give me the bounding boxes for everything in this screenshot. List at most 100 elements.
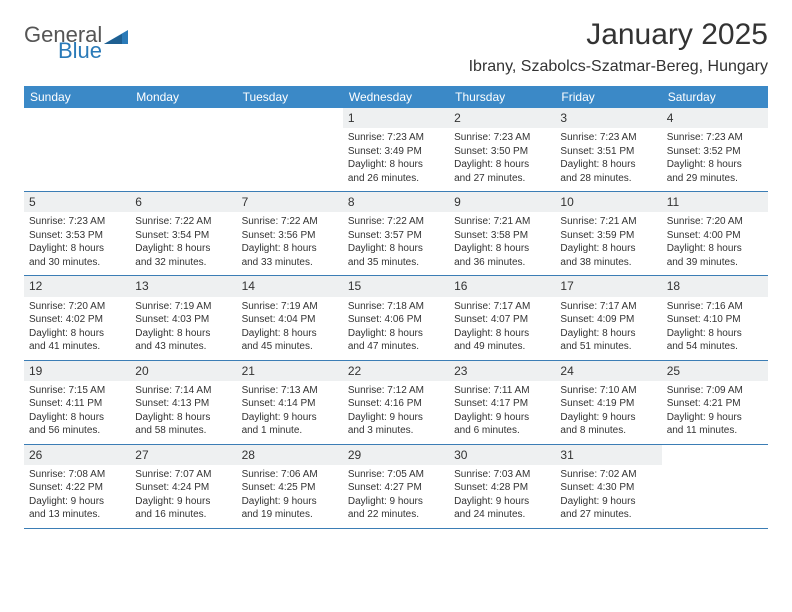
sunset-text: Sunset: 4:22 PM xyxy=(29,481,125,495)
day-number: 10 xyxy=(555,192,661,212)
calendar-day-cell: 16Sunrise: 7:17 AMSunset: 4:07 PMDayligh… xyxy=(449,276,555,359)
daylight-line2: and 36 minutes. xyxy=(454,256,550,270)
sunset-text: Sunset: 4:11 PM xyxy=(29,397,125,411)
sunset-text: Sunset: 3:52 PM xyxy=(667,145,763,159)
day-number: 7 xyxy=(237,192,343,212)
daylight-line1: Daylight: 9 hours xyxy=(348,411,444,425)
calendar-week-row: 26Sunrise: 7:08 AMSunset: 4:22 PMDayligh… xyxy=(24,445,768,529)
day-number: 17 xyxy=(555,276,661,296)
calendar-empty-cell xyxy=(662,445,768,528)
day-number: 27 xyxy=(130,445,236,465)
day-number: 29 xyxy=(343,445,449,465)
daylight-line2: and 6 minutes. xyxy=(454,424,550,438)
day-number: 31 xyxy=(555,445,661,465)
day-number: 13 xyxy=(130,276,236,296)
calendar-weekday-header: SundayMondayTuesdayWednesdayThursdayFrid… xyxy=(24,86,768,108)
sunrise-text: Sunrise: 7:03 AM xyxy=(454,468,550,482)
sunrise-text: Sunrise: 7:19 AM xyxy=(242,300,338,314)
calendar-day-cell: 3Sunrise: 7:23 AMSunset: 3:51 PMDaylight… xyxy=(555,108,661,191)
daylight-line2: and 1 minute. xyxy=(242,424,338,438)
sunset-text: Sunset: 4:16 PM xyxy=(348,397,444,411)
sunset-text: Sunset: 3:58 PM xyxy=(454,229,550,243)
daylight-line1: Daylight: 8 hours xyxy=(667,327,763,341)
daylight-line2: and 8 minutes. xyxy=(560,424,656,438)
daylight-line1: Daylight: 8 hours xyxy=(560,158,656,172)
daylight-line2: and 58 minutes. xyxy=(135,424,231,438)
day-number: 11 xyxy=(662,192,768,212)
sunset-text: Sunset: 4:06 PM xyxy=(348,313,444,327)
sunset-text: Sunset: 4:00 PM xyxy=(667,229,763,243)
calendar-day-cell: 5Sunrise: 7:23 AMSunset: 3:53 PMDaylight… xyxy=(24,192,130,275)
day-number: 19 xyxy=(24,361,130,381)
calendar-day-cell: 11Sunrise: 7:20 AMSunset: 4:00 PMDayligh… xyxy=(662,192,768,275)
calendar-body: 1Sunrise: 7:23 AMSunset: 3:49 PMDaylight… xyxy=(24,108,768,529)
daylight-line1: Daylight: 8 hours xyxy=(348,242,444,256)
daylight-line1: Daylight: 9 hours xyxy=(560,495,656,509)
day-number: 28 xyxy=(237,445,343,465)
sunset-text: Sunset: 3:50 PM xyxy=(454,145,550,159)
sunrise-text: Sunrise: 7:22 AM xyxy=(135,215,231,229)
calendar-day-cell: 21Sunrise: 7:13 AMSunset: 4:14 PMDayligh… xyxy=(237,361,343,444)
daylight-line1: Daylight: 8 hours xyxy=(242,327,338,341)
daylight-line1: Daylight: 9 hours xyxy=(667,411,763,425)
sunrise-text: Sunrise: 7:23 AM xyxy=(560,131,656,145)
weekday-header-cell: Monday xyxy=(130,86,236,108)
calendar-day-cell: 2Sunrise: 7:23 AMSunset: 3:50 PMDaylight… xyxy=(449,108,555,191)
sunset-text: Sunset: 3:57 PM xyxy=(348,229,444,243)
calendar-day-cell: 27Sunrise: 7:07 AMSunset: 4:24 PMDayligh… xyxy=(130,445,236,528)
calendar-day-cell: 28Sunrise: 7:06 AMSunset: 4:25 PMDayligh… xyxy=(237,445,343,528)
daylight-line2: and 19 minutes. xyxy=(242,508,338,522)
sunrise-text: Sunrise: 7:21 AM xyxy=(454,215,550,229)
calendar: SundayMondayTuesdayWednesdayThursdayFrid… xyxy=(24,86,768,529)
sunrise-text: Sunrise: 7:17 AM xyxy=(560,300,656,314)
sunset-text: Sunset: 4:19 PM xyxy=(560,397,656,411)
day-number: 8 xyxy=(343,192,449,212)
sunrise-text: Sunrise: 7:12 AM xyxy=(348,384,444,398)
daylight-line2: and 47 minutes. xyxy=(348,340,444,354)
daylight-line2: and 32 minutes. xyxy=(135,256,231,270)
title-block: January 2025 Ibrany, Szabolcs-Szatmar-Be… xyxy=(469,18,768,76)
daylight-line1: Daylight: 8 hours xyxy=(454,242,550,256)
sunset-text: Sunset: 4:03 PM xyxy=(135,313,231,327)
calendar-day-cell: 1Sunrise: 7:23 AMSunset: 3:49 PMDaylight… xyxy=(343,108,449,191)
sunset-text: Sunset: 4:27 PM xyxy=(348,481,444,495)
daylight-line2: and 11 minutes. xyxy=(667,424,763,438)
daylight-line1: Daylight: 8 hours xyxy=(454,327,550,341)
daylight-line1: Daylight: 8 hours xyxy=(135,327,231,341)
daylight-line1: Daylight: 8 hours xyxy=(348,327,444,341)
sunset-text: Sunset: 3:56 PM xyxy=(242,229,338,243)
sunrise-text: Sunrise: 7:23 AM xyxy=(454,131,550,145)
sunset-text: Sunset: 3:51 PM xyxy=(560,145,656,159)
calendar-day-cell: 20Sunrise: 7:14 AMSunset: 4:13 PMDayligh… xyxy=(130,361,236,444)
daylight-line2: and 38 minutes. xyxy=(560,256,656,270)
calendar-empty-cell xyxy=(130,108,236,191)
daylight-line2: and 49 minutes. xyxy=(454,340,550,354)
sunset-text: Sunset: 4:30 PM xyxy=(560,481,656,495)
daylight-line2: and 41 minutes. xyxy=(29,340,125,354)
calendar-week-row: 5Sunrise: 7:23 AMSunset: 3:53 PMDaylight… xyxy=(24,192,768,276)
calendar-day-cell: 25Sunrise: 7:09 AMSunset: 4:21 PMDayligh… xyxy=(662,361,768,444)
day-number: 25 xyxy=(662,361,768,381)
daylight-line1: Daylight: 8 hours xyxy=(135,411,231,425)
daylight-line1: Daylight: 8 hours xyxy=(348,158,444,172)
sunrise-text: Sunrise: 7:08 AM xyxy=(29,468,125,482)
daylight-line2: and 45 minutes. xyxy=(242,340,338,354)
calendar-day-cell: 13Sunrise: 7:19 AMSunset: 4:03 PMDayligh… xyxy=(130,276,236,359)
sunrise-text: Sunrise: 7:17 AM xyxy=(454,300,550,314)
calendar-day-cell: 6Sunrise: 7:22 AMSunset: 3:54 PMDaylight… xyxy=(130,192,236,275)
day-number: 4 xyxy=(662,108,768,128)
month-title: January 2025 xyxy=(469,18,768,52)
daylight-line1: Daylight: 9 hours xyxy=(29,495,125,509)
sunrise-text: Sunrise: 7:20 AM xyxy=(667,215,763,229)
day-number: 2 xyxy=(449,108,555,128)
logo: General Blue xyxy=(24,24,128,62)
daylight-line2: and 29 minutes. xyxy=(667,172,763,186)
daylight-line1: Daylight: 9 hours xyxy=(348,495,444,509)
daylight-line1: Daylight: 8 hours xyxy=(135,242,231,256)
day-number: 15 xyxy=(343,276,449,296)
day-number: 5 xyxy=(24,192,130,212)
weekday-header-cell: Saturday xyxy=(662,86,768,108)
sunrise-text: Sunrise: 7:10 AM xyxy=(560,384,656,398)
day-number: 1 xyxy=(343,108,449,128)
sunrise-text: Sunrise: 7:15 AM xyxy=(29,384,125,398)
